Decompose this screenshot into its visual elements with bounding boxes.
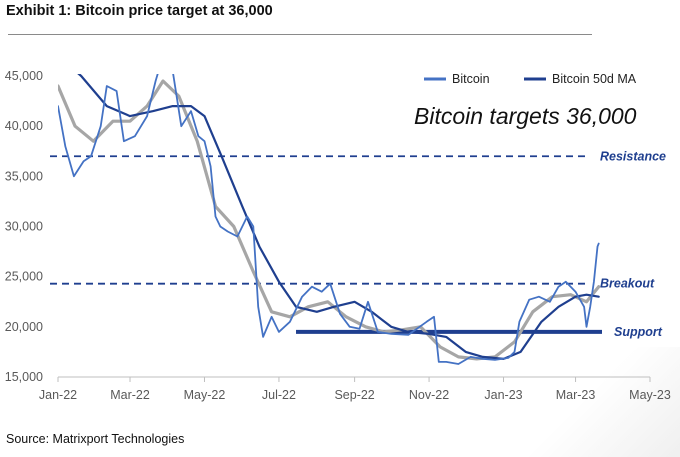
x-tick-label: May-23 (629, 388, 671, 402)
target-annotation: Bitcoin targets 36,000 (414, 103, 637, 129)
ma50-series-line (77, 74, 600, 360)
bitcoin-price-chart: 15,000 20,000 25,000 30,000 35,000 40,000 45,0… (5, 69, 671, 402)
exhibit-title: Exhibit 1: Bitcoin price target at 36,00… (6, 3, 273, 19)
legend-label: Bitcoin 50d MA (552, 72, 637, 86)
y-tick-label: 35,000 (5, 169, 43, 183)
y-tick-label: 45,000 (5, 69, 43, 83)
y-axis-ticks: 15,000 20,000 25,000 30,000 35,000 40,000 45,0… (5, 69, 43, 384)
x-tick-label: Sep-22 (334, 388, 374, 402)
price-series (58, 74, 601, 365)
legend-label: Bitcoin (452, 72, 490, 86)
x-tick-label: Jan-23 (484, 388, 522, 402)
y-tick-label: 15,000 (5, 370, 43, 384)
chart-legend: Bitcoin Bitcoin 50d MA (424, 72, 637, 86)
level-label-support: Support (614, 325, 663, 339)
y-tick-label: 20,000 (5, 320, 43, 334)
x-tick-label: Mar-22 (110, 388, 150, 402)
x-tick-label: May-22 (184, 388, 226, 402)
price-levels: Resistance Breakout Support (50, 149, 666, 339)
gray-series-line (58, 79, 601, 361)
level-label-resistance: Resistance (600, 149, 666, 163)
x-tick-label: Jan-22 (39, 388, 77, 402)
bitcoin-series-line (58, 74, 600, 365)
x-tick-label: Jul-22 (262, 388, 296, 402)
title-divider (8, 34, 592, 35)
x-tick-label: Nov-22 (409, 388, 449, 402)
level-label-breakout: Breakout (600, 277, 655, 291)
corner-decoration (480, 347, 680, 457)
y-tick-label: 25,000 (5, 270, 43, 284)
y-tick-label: 30,000 (5, 220, 43, 234)
x-axis-ticks: Jan-22 Mar-22 May-22 Jul-22 Sep-22 Nov-22 Jan-… (39, 376, 671, 402)
x-tick-label: Mar-23 (556, 388, 596, 402)
y-tick-label: 40,000 (5, 119, 43, 133)
source-note: Source: Matrixport Technologies (6, 432, 185, 446)
